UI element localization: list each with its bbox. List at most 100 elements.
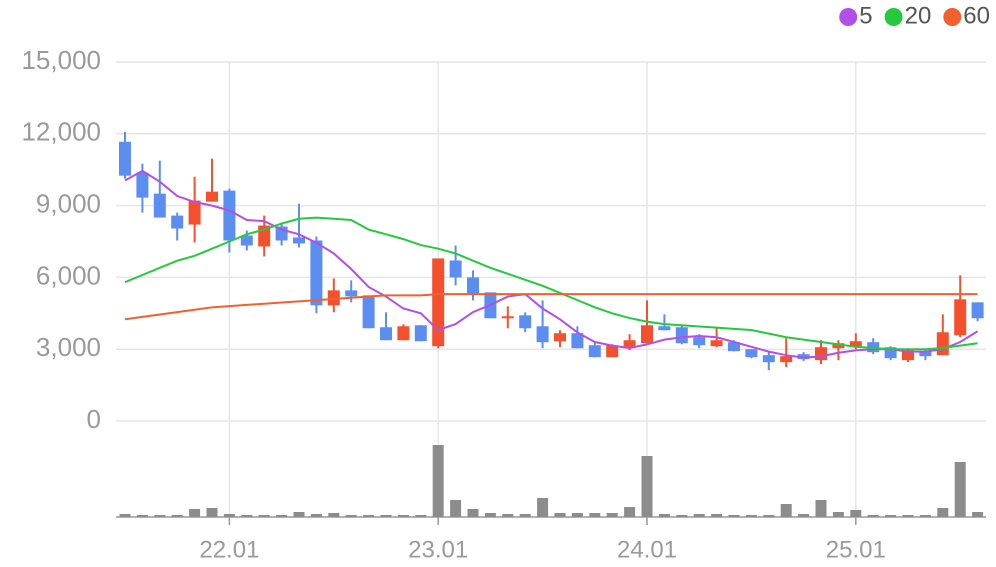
candle-body xyxy=(884,347,897,359)
candle-body xyxy=(971,302,984,319)
volume-bar xyxy=(589,513,601,517)
volume-bar xyxy=(223,514,235,517)
volume-bar xyxy=(450,500,462,517)
candle-body xyxy=(588,345,601,358)
candle-body xyxy=(919,351,932,357)
x-tick-label: 24.01 xyxy=(617,536,677,563)
x-tick-label: 25.01 xyxy=(826,536,886,563)
volume-bar xyxy=(397,515,409,517)
candle-body xyxy=(571,333,584,349)
volume-bar xyxy=(328,513,340,517)
volume-bar xyxy=(624,507,636,517)
candle-body xyxy=(954,299,967,336)
volume-bar xyxy=(641,456,653,517)
volume-bar xyxy=(850,510,862,517)
volume-bar xyxy=(606,513,618,517)
x-tick-label: 23.01 xyxy=(408,536,468,563)
volume-bar xyxy=(972,512,984,517)
candle-body xyxy=(728,342,740,352)
y-tick-label: 3,000 xyxy=(36,332,101,362)
candle-body xyxy=(397,326,410,341)
volume-bar xyxy=(554,513,566,517)
candle-body xyxy=(936,332,949,356)
candle-body xyxy=(223,190,236,241)
candle-body xyxy=(902,350,914,361)
volume-bar xyxy=(780,504,792,517)
volume-bar xyxy=(119,514,131,517)
legend-label: 20 xyxy=(905,2,932,29)
volume-bar xyxy=(658,514,670,517)
candle-body xyxy=(206,191,218,202)
volume-bar xyxy=(537,498,549,517)
volume-bar xyxy=(171,515,183,517)
candle-body xyxy=(849,341,862,348)
volume-bar xyxy=(136,515,148,517)
volume-bar xyxy=(954,462,966,517)
volume-bar xyxy=(676,515,688,517)
ma-line xyxy=(124,216,978,351)
candle-body xyxy=(693,337,706,346)
volume-bar xyxy=(519,514,531,517)
volume-bar xyxy=(763,515,775,517)
volume-bar xyxy=(885,515,897,517)
y-tick-label: 15,000 xyxy=(21,45,101,75)
volume-bar xyxy=(919,515,931,517)
candle-body xyxy=(641,325,653,344)
candle-body xyxy=(380,327,392,341)
candle-body xyxy=(188,200,201,225)
volume-bar xyxy=(154,515,166,517)
volume-bar xyxy=(293,512,305,517)
x-tick-label: 22.01 xyxy=(199,536,259,563)
volume-bar xyxy=(310,514,322,517)
candle-body xyxy=(345,290,358,297)
candle-body xyxy=(119,141,131,176)
volume-bar xyxy=(484,513,496,517)
volume-bar xyxy=(206,508,218,517)
candle-body xyxy=(745,349,758,358)
volume-bar xyxy=(363,515,375,517)
candle-body xyxy=(623,340,636,349)
legend-label: 60 xyxy=(963,2,990,29)
candle-body xyxy=(710,340,723,347)
candle-body xyxy=(136,172,149,198)
volume-bar xyxy=(832,512,844,517)
y-tick-label: 6,000 xyxy=(36,260,101,290)
legend-dot xyxy=(943,8,962,26)
candle-body xyxy=(153,193,166,218)
candle-body xyxy=(658,326,671,331)
volume-bar xyxy=(415,515,427,517)
candle-body xyxy=(449,260,462,278)
volume-bar xyxy=(937,508,949,517)
candle-body xyxy=(171,215,184,229)
candle-body xyxy=(519,315,532,329)
legend-dot xyxy=(839,8,858,26)
legend-dot xyxy=(884,8,903,26)
volume-bar xyxy=(711,514,723,517)
candle-body xyxy=(327,290,340,306)
ma-line xyxy=(124,169,979,359)
volume-bar xyxy=(345,515,357,517)
candle-body xyxy=(675,327,688,344)
candle-body xyxy=(780,356,793,363)
volume-bar xyxy=(241,515,253,517)
candle-body xyxy=(536,326,549,343)
volume-bar xyxy=(189,509,201,517)
candle-body xyxy=(240,235,253,246)
volume-bar xyxy=(745,515,757,517)
candle-body xyxy=(815,347,827,361)
volume-bar xyxy=(728,515,740,517)
volume-bar xyxy=(276,515,288,517)
candle-body xyxy=(414,325,427,342)
candle-body xyxy=(293,237,305,244)
volume-bar xyxy=(502,514,514,517)
y-tick-label: 0 xyxy=(87,404,101,434)
candle-body xyxy=(606,345,619,358)
candle-body xyxy=(501,316,514,319)
y-tick-label: 9,000 xyxy=(36,188,101,218)
y-tick-label: 12,000 xyxy=(21,117,101,147)
candle-body xyxy=(554,333,566,342)
volume-bar xyxy=(467,509,479,517)
volume-bar xyxy=(902,515,914,517)
